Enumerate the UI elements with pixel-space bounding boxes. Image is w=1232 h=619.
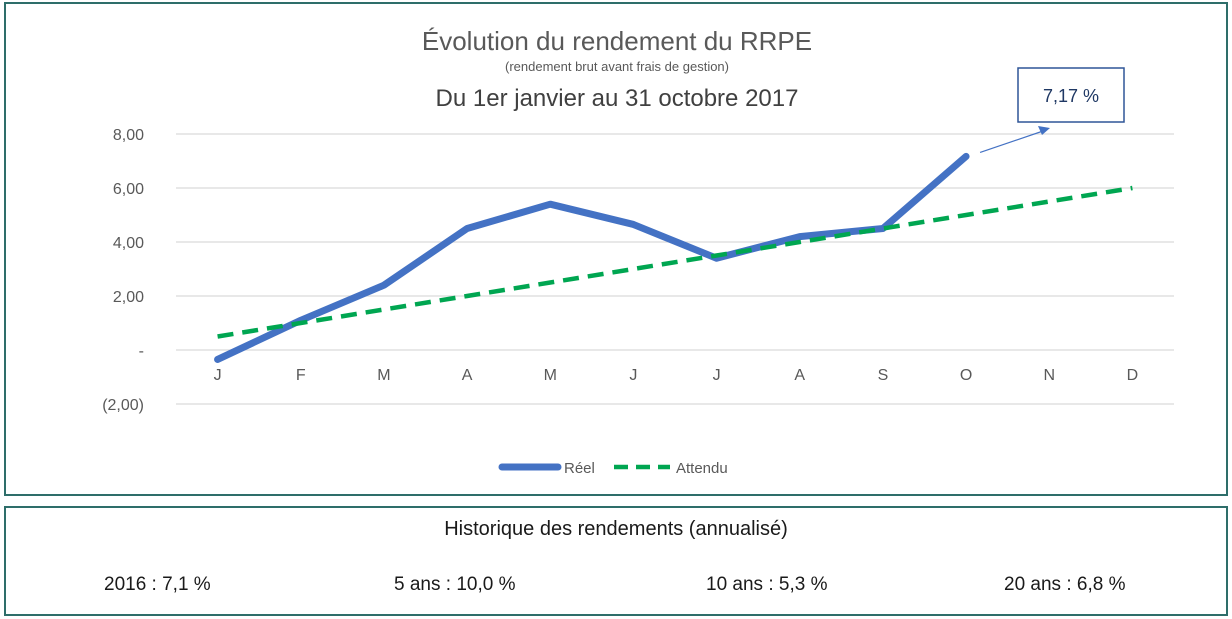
history-item-5-years: 5 ans : 10,0 % [394, 574, 516, 595]
callout-arrow-head [1038, 126, 1050, 135]
history-title: Historique des rendements (annualisé) [444, 518, 788, 540]
chart-panel: Évolution du rendement du RRPE (rendement… [4, 2, 1228, 496]
history-panel: Historique des rendements (annualisé) 20… [4, 506, 1228, 616]
y-tick-label: - [139, 343, 144, 360]
x-tick-label: J [629, 367, 637, 384]
y-tick-label: 6,00 [113, 181, 144, 198]
series-line-1 [217, 185, 1133, 339]
x-tick-label: M [544, 367, 557, 384]
x-tick-label: N [1043, 367, 1055, 384]
callout-box [1017, 67, 1125, 123]
history-item-10-years: 10 ans : 5,3 % [706, 574, 828, 595]
x-tick-label: A [794, 367, 805, 384]
callout-arrow-line [979, 129, 1047, 153]
x-tick-label: M [377, 367, 390, 384]
x-tick-label: O [960, 367, 972, 384]
legend-label-0: Réel [564, 460, 595, 477]
history-item-2016: 2016 : 7,1 % [104, 574, 211, 595]
y-tick-label: 2,00 [113, 289, 144, 306]
callout-label: 7,17 % [1043, 86, 1099, 106]
chart-period: Du 1er janvier au 31 octobre 2017 [436, 85, 799, 112]
x-tick-label: S [878, 367, 889, 384]
y-tick-label: 8,00 [113, 127, 144, 144]
x-tick-label: D [1127, 367, 1139, 384]
chart-subtitle: (rendement brut avant frais de gestion) [505, 59, 729, 74]
legend-label-1: Attendu [676, 460, 728, 477]
chart-title: Évolution du rendement du RRPE [422, 26, 812, 56]
y-tick-label: (2,00) [102, 397, 144, 414]
line-chart: Évolution du rendement du RRPE (rendement… [102, 26, 1174, 477]
history-item-20-years: 20 ans : 6,8 % [1004, 574, 1126, 595]
series-line-0 [214, 152, 970, 363]
x-tick-label: A [462, 367, 473, 384]
x-tick-label: J [713, 367, 721, 384]
x-tick-label: F [296, 367, 306, 384]
x-tick-label: J [214, 367, 222, 384]
y-tick-label: 4,00 [113, 235, 144, 252]
